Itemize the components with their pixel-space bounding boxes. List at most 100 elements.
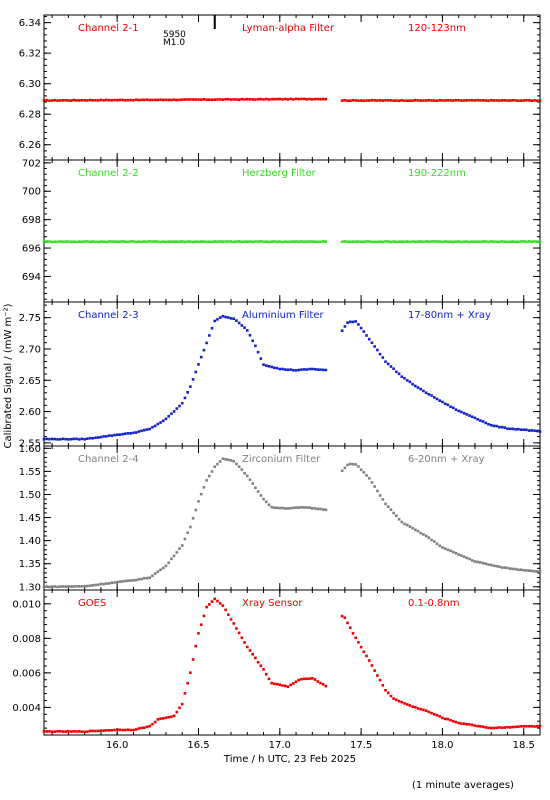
data-point	[118, 728, 122, 732]
data-point	[259, 357, 263, 360]
data-point	[354, 240, 357, 243]
data-point	[83, 730, 86, 734]
data-point	[462, 99, 466, 102]
data-point	[183, 396, 187, 400]
data-point	[362, 471, 366, 474]
data-point	[151, 574, 154, 578]
data-point	[167, 98, 170, 102]
data-point	[441, 546, 444, 549]
data-point	[170, 557, 173, 561]
data-point	[113, 728, 116, 732]
data-point	[476, 418, 479, 421]
data-point	[460, 240, 463, 244]
data-point	[191, 378, 195, 381]
data-point	[77, 585, 81, 588]
data-point	[427, 98, 431, 102]
data-point	[400, 700, 404, 704]
data-point	[189, 525, 192, 529]
data-point	[441, 99, 444, 102]
data-point	[370, 664, 374, 667]
data-point	[435, 240, 439, 243]
data-point	[175, 710, 179, 714]
data-point	[365, 240, 368, 243]
data-point	[102, 435, 105, 438]
data-point	[508, 726, 512, 729]
data-point	[202, 98, 206, 101]
data-point	[500, 726, 504, 730]
data-point	[460, 99, 463, 102]
data-point	[259, 97, 263, 101]
data-point	[75, 240, 78, 244]
data-point	[218, 460, 222, 463]
data-point	[69, 99, 73, 102]
plot-frame	[43, 14, 541, 161]
data-point	[378, 352, 382, 356]
data-point	[86, 730, 89, 733]
panel-3: 2.55 2.60 2.65 2.70 2.75 Channel 2-3 Aluminium…	[19, 301, 542, 449]
data-point	[381, 684, 385, 687]
data-point	[170, 98, 173, 102]
data-point	[167, 240, 170, 243]
data-point	[422, 708, 425, 712]
data-point	[72, 437, 76, 441]
data-point	[75, 584, 78, 588]
data-point	[227, 240, 230, 243]
data-point	[457, 409, 460, 413]
data-point	[64, 98, 67, 102]
data-point	[408, 99, 412, 102]
y-tick-label: 1.35	[19, 559, 41, 570]
data-point	[313, 507, 317, 510]
series-1	[42, 97, 542, 103]
data-point	[278, 367, 282, 371]
data-point	[67, 585, 70, 588]
data-point	[470, 98, 474, 102]
data-point	[492, 424, 496, 428]
data-point	[262, 363, 265, 366]
data-point	[495, 564, 498, 568]
data-point	[58, 438, 62, 441]
data-point	[430, 394, 433, 397]
data-point	[517, 568, 520, 572]
data-point	[121, 432, 124, 436]
data-point	[229, 240, 233, 243]
data-point	[522, 725, 526, 728]
panel-band-label: 120-123nm	[408, 23, 466, 34]
data-point	[178, 404, 181, 408]
data-point	[286, 98, 290, 101]
data-point	[457, 240, 460, 243]
data-point	[468, 240, 471, 244]
data-point	[210, 98, 214, 102]
data-point	[530, 429, 534, 432]
data-point	[376, 348, 379, 352]
data-point	[75, 437, 78, 441]
data-point	[129, 579, 133, 582]
data-point	[362, 330, 366, 333]
data-point	[435, 99, 439, 103]
data-point	[199, 240, 203, 243]
data-point	[140, 726, 143, 730]
data-point	[408, 704, 412, 707]
data-point	[294, 680, 298, 684]
data-point	[229, 98, 233, 101]
data-point	[243, 98, 246, 101]
data-point	[161, 98, 165, 102]
data-point	[294, 97, 298, 101]
data-point	[159, 240, 162, 244]
data-point	[213, 319, 217, 323]
data-point	[121, 728, 124, 732]
data-point	[419, 240, 423, 243]
data-point	[473, 416, 477, 420]
data-point	[370, 341, 374, 345]
data-point	[378, 99, 382, 102]
data-point	[511, 567, 515, 571]
data-point	[289, 683, 292, 687]
data-point	[245, 97, 249, 101]
data-point	[194, 644, 198, 648]
data-point	[94, 240, 97, 244]
data-point	[297, 678, 301, 682]
data-point	[208, 240, 211, 244]
data-point	[56, 729, 59, 733]
data-point	[495, 424, 498, 428]
data-point	[506, 566, 509, 570]
data-point	[118, 580, 122, 583]
